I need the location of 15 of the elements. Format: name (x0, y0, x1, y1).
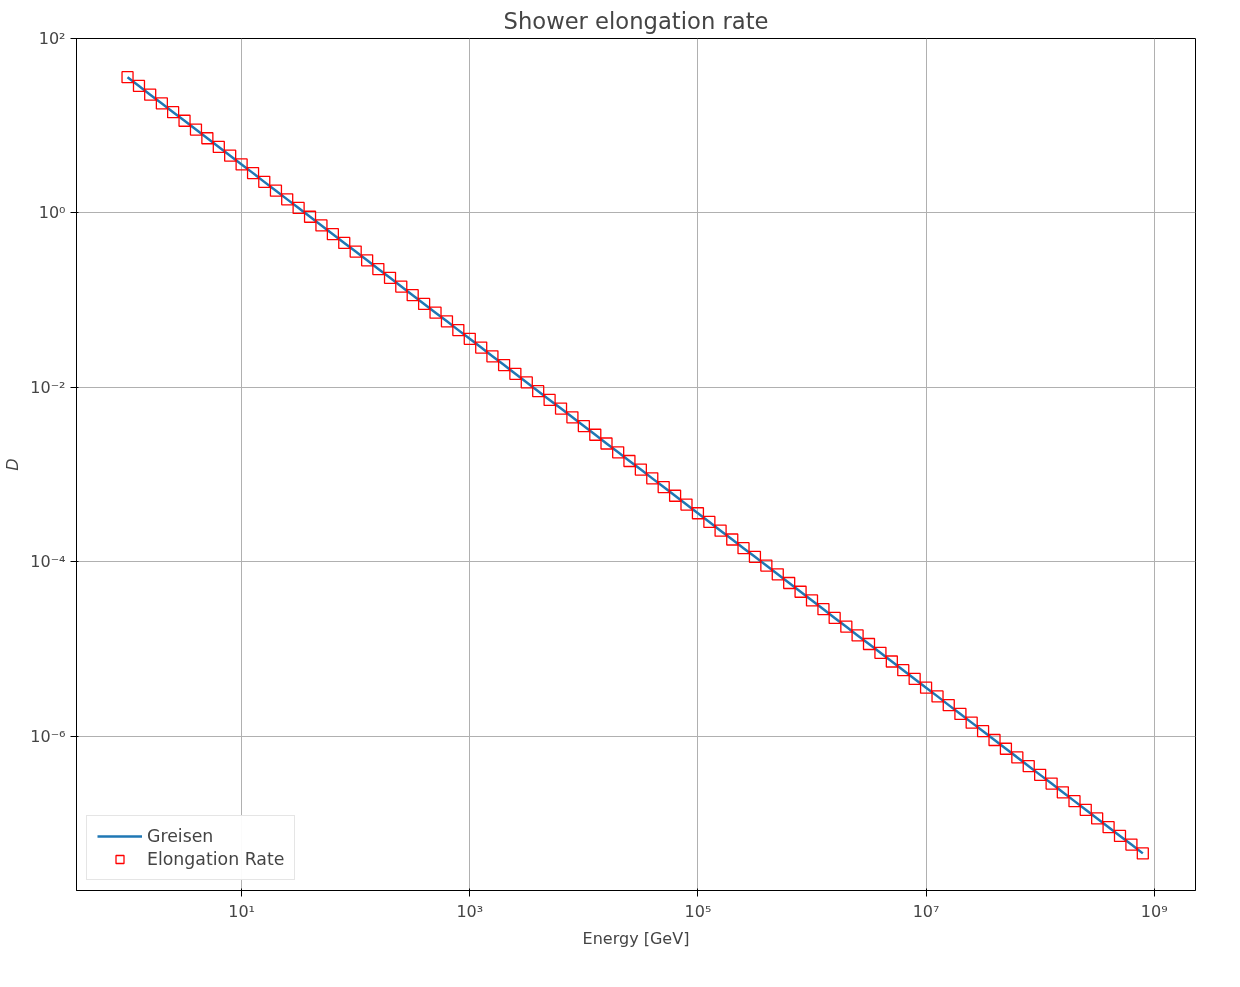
legend-label: Greisen (147, 826, 214, 846)
y-tick-label: 10² (38, 29, 66, 48)
x-tick-label: 10⁵ (684, 901, 712, 921)
x-tick-label: 10⁹ (1140, 901, 1168, 921)
y-tick-label: 10⁻² (30, 377, 66, 397)
chart-title: Shower elongation rate (503, 7, 769, 34)
x-axis-title: Energy [GeV] (582, 928, 690, 948)
x-tick-label: 10¹ (228, 901, 255, 921)
y-tick-label: 10⁰ (38, 203, 66, 223)
y-tick-label: 10⁻⁴ (30, 552, 66, 572)
x-tick-label: 10³ (456, 901, 484, 921)
y-tick-label: 10⁻⁶ (30, 726, 66, 746)
x-tick-label: 10⁷ (912, 901, 940, 921)
legend-label: Elongation Rate (147, 849, 285, 869)
y-axis-title: D (3, 458, 23, 471)
